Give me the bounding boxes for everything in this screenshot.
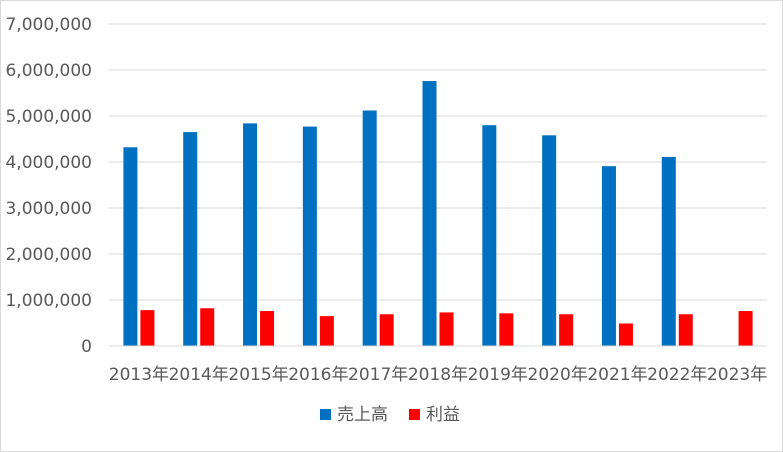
gridlines (109, 23, 767, 301)
y-tick-label: 2,000,000 (5, 245, 92, 265)
bar-sales (362, 110, 377, 346)
bar-sales (123, 147, 138, 346)
x-tick-label: 2023年 (707, 365, 767, 385)
x-tick-label: 2021年 (587, 365, 647, 385)
y-tick-label: 3,000,000 (5, 199, 92, 219)
y-tick-label: 5,000,000 (5, 107, 92, 127)
bar-profit (559, 314, 574, 346)
bar-sales (482, 125, 497, 346)
bar-sales (302, 126, 317, 346)
y-tick-label: 0 (81, 337, 92, 357)
legend-swatch (320, 409, 331, 420)
y-tick-label: 6,000,000 (5, 61, 92, 81)
bar-profit (260, 311, 275, 346)
bar-sales (661, 156, 676, 346)
bar-sales (422, 81, 437, 346)
bar-profit (319, 316, 334, 346)
x-tick-label: 2018年 (408, 365, 468, 385)
bar-profit (439, 312, 454, 346)
bar-sales (542, 135, 557, 346)
legend-label: 売上高 (337, 405, 388, 425)
x-tick-label: 2014年 (169, 365, 229, 385)
x-tick-label: 2017年 (348, 365, 408, 385)
bar-sales (183, 132, 198, 346)
y-tick-label: 4,000,000 (5, 153, 92, 173)
legend: 売上高 利益 (320, 405, 460, 425)
y-tick-label: 1,000,000 (5, 291, 92, 311)
y-tick-label: 7,000,000 (5, 15, 92, 35)
legend-swatch (409, 409, 420, 420)
bar-profit (379, 314, 394, 346)
x-tick-label: 2016年 (288, 365, 348, 385)
y-axis: 0 1,000,000 2,000,000 3,000,000 4,000,000 5,0… (5, 15, 92, 357)
bar-sales (601, 166, 616, 346)
x-tick-label: 2022年 (647, 365, 707, 385)
x-tick-label: 2015年 (228, 365, 288, 385)
bar-profit (738, 311, 753, 346)
bar-profit (678, 314, 693, 346)
bar-profit (200, 308, 215, 346)
bar-profit (499, 313, 514, 346)
legend-label: 利益 (426, 405, 460, 425)
bar-profit (618, 323, 633, 346)
x-tick-label: 2020年 (528, 365, 588, 385)
x-tick-label: 2019年 (468, 365, 528, 385)
x-tick-label: 2013年 (109, 365, 169, 385)
bar-profit (140, 310, 155, 346)
x-axis: 2013年 2014年 2015年 2016年 2017年 2018年 2019年 2020年… (109, 345, 767, 385)
bars (123, 81, 753, 346)
bar-sales (243, 123, 258, 346)
